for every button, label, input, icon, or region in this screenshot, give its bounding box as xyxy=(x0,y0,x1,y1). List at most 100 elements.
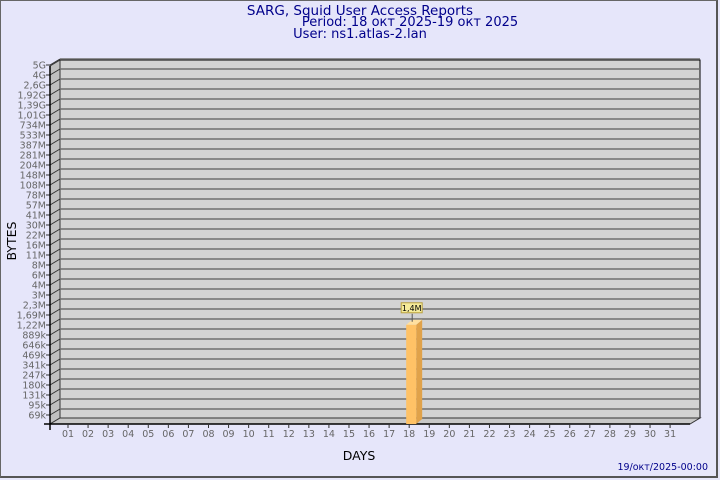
y-tick-depth xyxy=(49,288,61,296)
y-tick-depth xyxy=(49,298,61,306)
x-tick-label: 26 xyxy=(564,429,576,440)
y-tick-label: 131k xyxy=(22,391,46,402)
y-tick-label: 341k xyxy=(22,361,46,372)
chart-period: Period: 18 окт 2025-19 окт 2025 xyxy=(301,15,519,30)
bar-label-box xyxy=(400,302,423,314)
bar xyxy=(406,324,417,424)
x-tick-label: 14 xyxy=(323,429,335,440)
y-tick-label: 5G xyxy=(33,61,46,72)
y-tick-depth xyxy=(49,398,61,406)
y-tick-depth xyxy=(49,68,61,76)
y-axis-label: BYTES xyxy=(4,221,19,260)
y-tick-label: 95k xyxy=(28,401,46,412)
y-tick-depth xyxy=(49,368,61,376)
x-tick-label: 24 xyxy=(524,429,536,440)
y-tick-label: 2,6G xyxy=(24,81,46,92)
y-tick-depth xyxy=(49,78,61,86)
y-tick-label: 1,39G xyxy=(17,101,46,112)
y-tick-depth xyxy=(49,408,61,416)
y-tick-label: 1,92G xyxy=(17,91,46,102)
y-tick-label: 4G xyxy=(33,71,46,82)
y-tick-depth xyxy=(49,278,61,286)
chart-user: User: ns1.atlas-2.lan xyxy=(293,27,427,42)
x-tick-label: 12 xyxy=(283,429,295,440)
y-tick-depth xyxy=(49,128,61,136)
x-tick-label: 25 xyxy=(544,429,556,440)
y-tick-label: 180k xyxy=(22,381,46,392)
y-tick-depth xyxy=(49,258,61,266)
y-tick-label: 22M xyxy=(26,231,46,242)
bar-label: 1,4M xyxy=(402,304,422,313)
plot-floor xyxy=(48,417,702,425)
y-tick-label: 4M xyxy=(32,281,46,292)
x-tick-label: 21 xyxy=(463,429,475,440)
x-tick-label: 09 xyxy=(223,429,235,440)
x-tick-label: 04 xyxy=(122,429,134,440)
y-tick-depth xyxy=(49,318,61,326)
chart-title: SARG, Squid User Access Reports xyxy=(246,3,474,19)
x-tick-label: 10 xyxy=(243,429,255,440)
y-tick-label: 1,01G xyxy=(17,111,46,122)
bar-side xyxy=(416,319,423,424)
y-tick-depth xyxy=(49,188,61,196)
y-tick-depth xyxy=(49,168,61,176)
bar-top xyxy=(406,319,423,325)
y-tick-label: 533M xyxy=(20,131,46,142)
x-tick-label: 11 xyxy=(263,429,275,440)
y-tick-depth xyxy=(49,118,61,126)
y-tick-label: 2,3M xyxy=(23,301,46,312)
x-tick-label: 16 xyxy=(363,429,375,440)
y-tick-label: 646k xyxy=(22,341,46,352)
y-tick-depth xyxy=(49,178,61,186)
y-tick-label: 8M xyxy=(32,261,46,272)
x-tick-label: 20 xyxy=(443,429,455,440)
y-tick-depth xyxy=(49,98,61,106)
y-tick-label: 69k xyxy=(28,411,46,422)
x-tick-label: 17 xyxy=(383,429,395,440)
y-tick-label: 387M xyxy=(20,141,46,152)
y-tick-label: 889k xyxy=(22,331,46,342)
x-tick-label: 07 xyxy=(182,429,194,440)
y-tick-depth xyxy=(49,58,61,66)
x-tick-label: 29 xyxy=(624,429,636,440)
y-tick-label: 3M xyxy=(32,291,46,302)
y-tick-depth xyxy=(49,358,61,366)
x-tick-label: 23 xyxy=(503,429,515,440)
y-tick-depth xyxy=(49,228,61,236)
x-tick-label: 30 xyxy=(644,429,656,440)
y-tick-label: 281M xyxy=(20,151,46,162)
x-tick-label: 15 xyxy=(343,429,355,440)
y-tick-label: 41M xyxy=(26,211,46,222)
y-tick-label: 57M xyxy=(26,201,46,212)
y-tick-label: 148M xyxy=(20,171,46,182)
y-tick-label: 734M xyxy=(20,121,46,132)
y-tick-depth xyxy=(49,348,61,356)
y-tick-depth xyxy=(49,248,61,256)
y-tick-label: 78M xyxy=(26,191,46,202)
x-axis-label: DAYS xyxy=(343,448,376,463)
y-tick-depth xyxy=(49,198,61,206)
y-tick-label: 1,69M xyxy=(17,311,46,322)
y-tick-depth xyxy=(49,138,61,146)
y-tick-depth xyxy=(49,338,61,346)
y-tick-depth xyxy=(49,308,61,316)
y-tick-depth xyxy=(49,148,61,156)
y-tick-label: 1,22M xyxy=(17,321,46,332)
y-tick-depth xyxy=(49,88,61,96)
x-tick-label: 27 xyxy=(584,429,596,440)
y-tick-label: 16M xyxy=(26,241,46,252)
x-tick-label: 31 xyxy=(664,429,676,440)
x-tick-label: 06 xyxy=(162,429,174,440)
y-tick-depth xyxy=(49,378,61,386)
y-tick-label: 11M xyxy=(26,251,46,262)
x-tick-label: 13 xyxy=(303,429,315,440)
y-tick-depth xyxy=(49,268,61,276)
y-tick-label: 6M xyxy=(32,271,46,282)
x-tick-label: 01 xyxy=(62,429,74,440)
y-tick-label: 108M xyxy=(20,181,46,192)
x-tick-label: 18 xyxy=(403,429,415,440)
x-tick-label: 28 xyxy=(604,429,616,440)
y-tick-depth xyxy=(49,328,61,336)
